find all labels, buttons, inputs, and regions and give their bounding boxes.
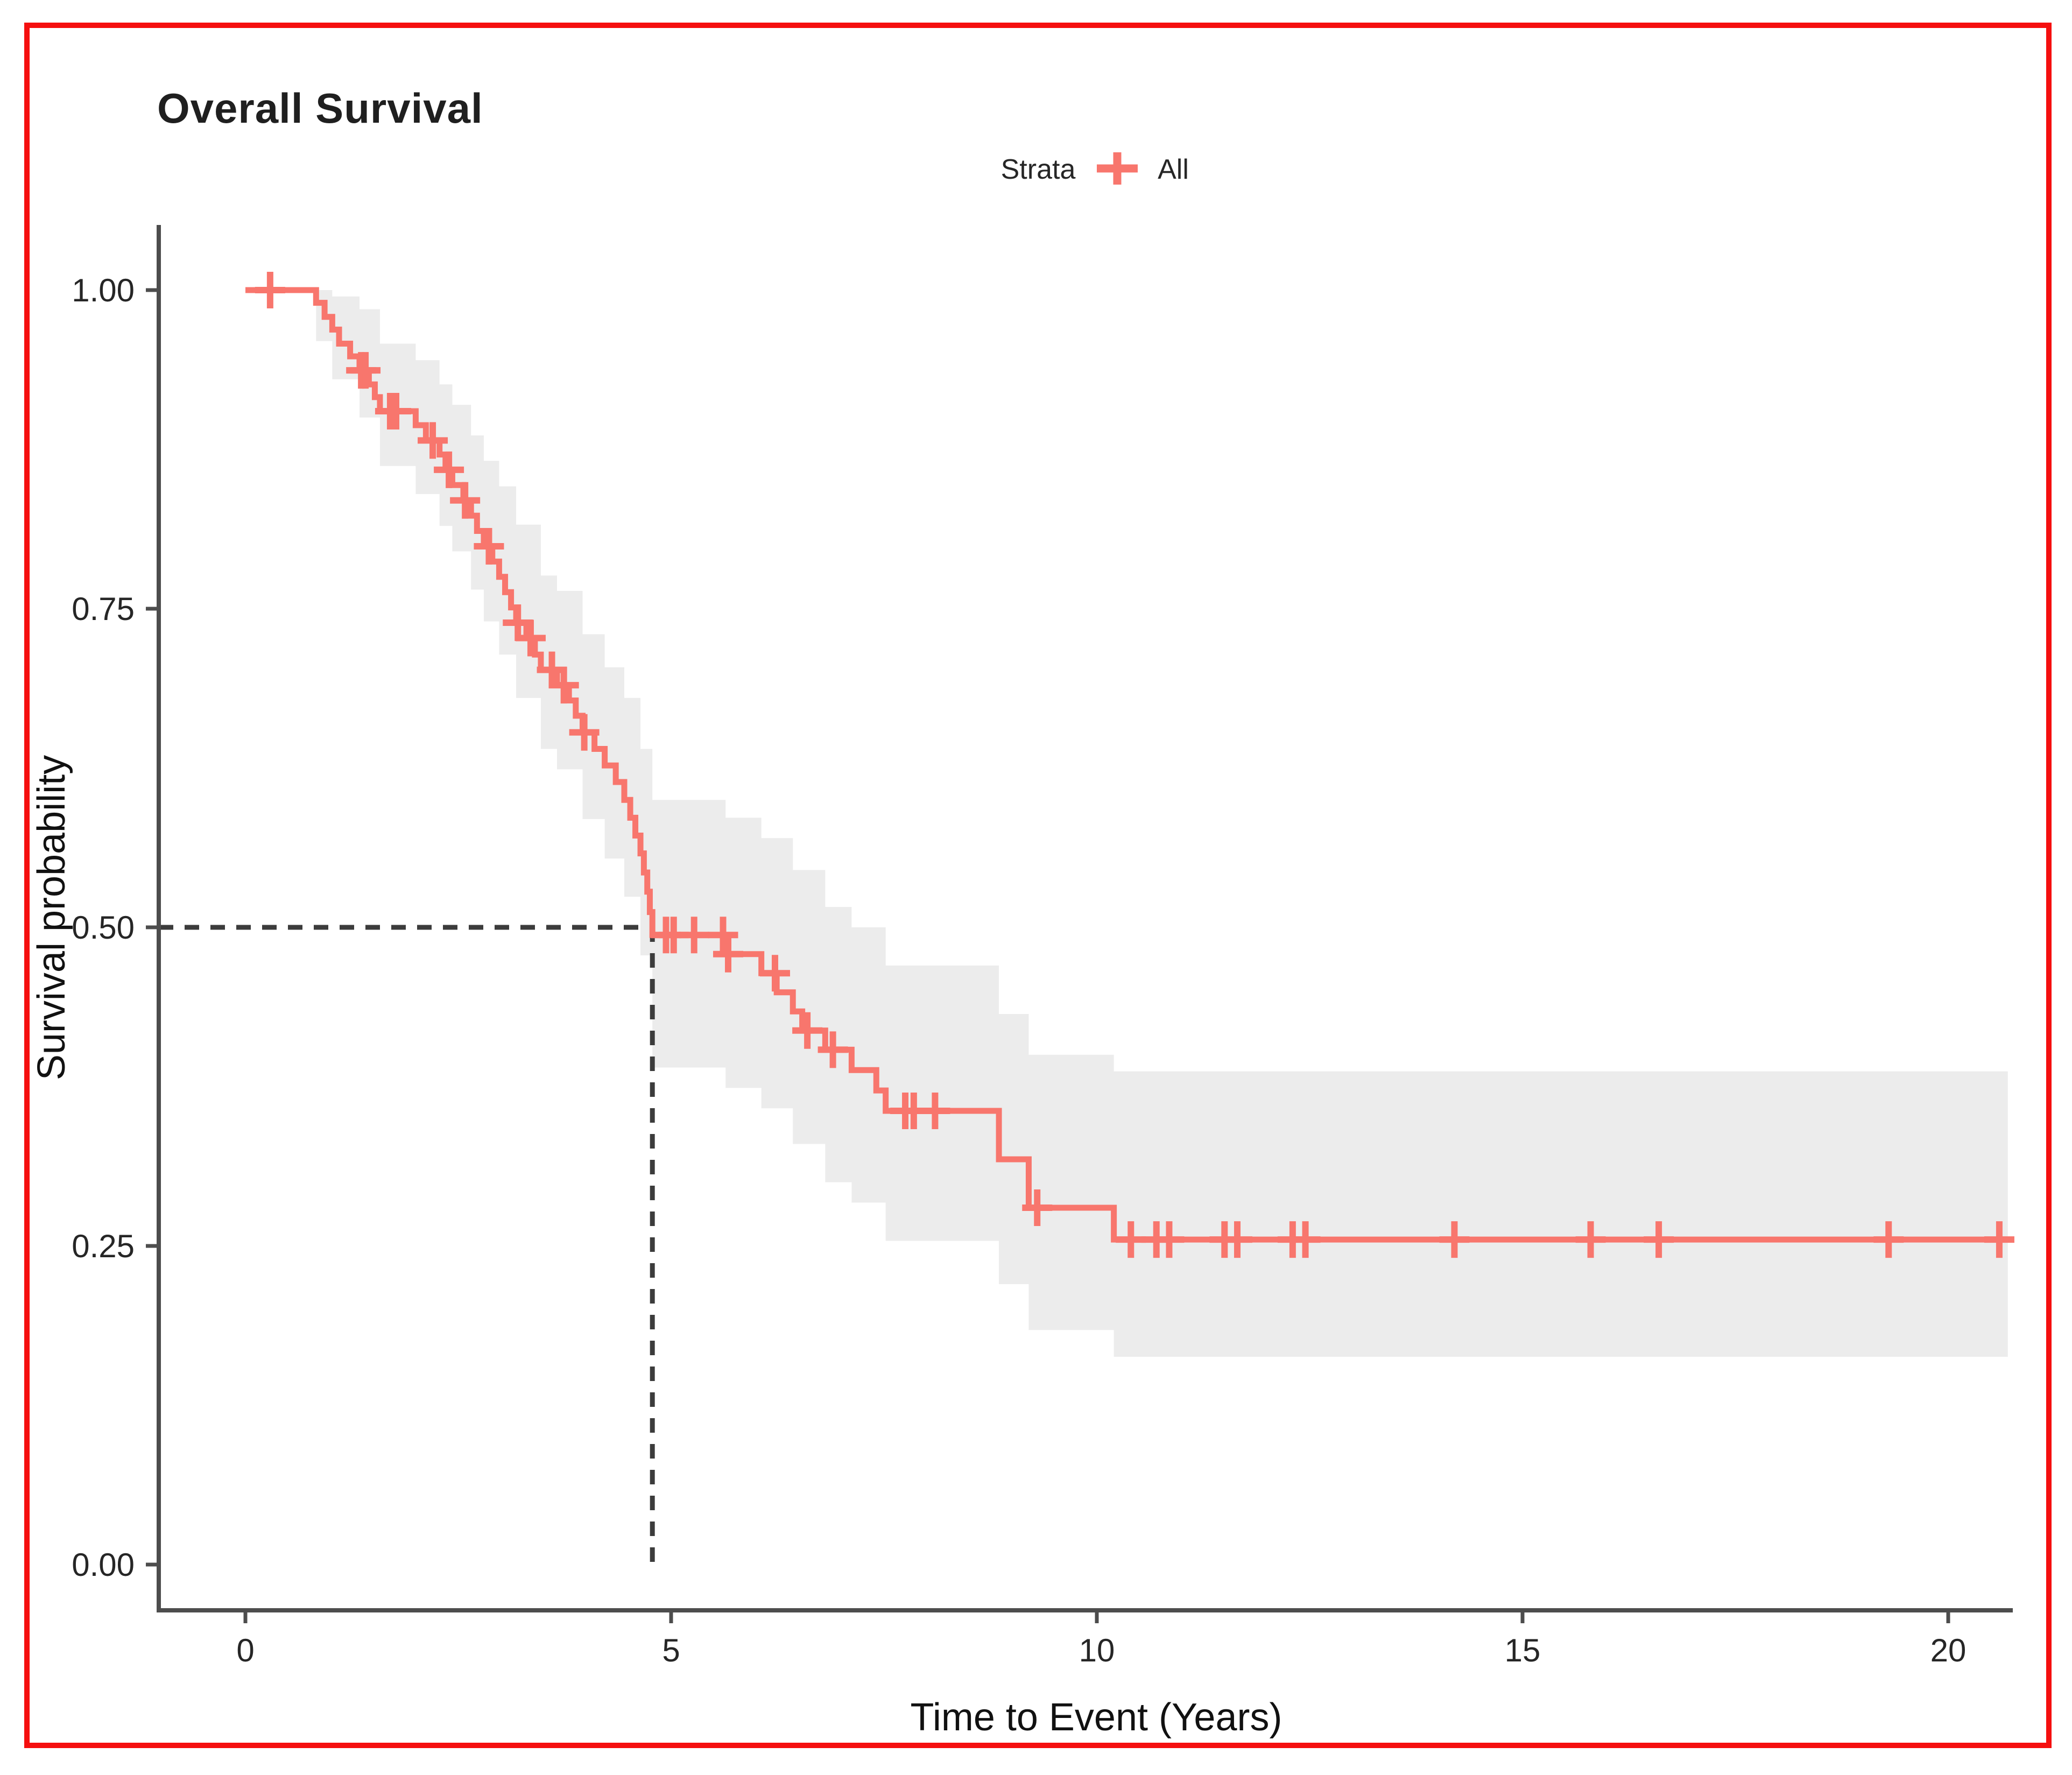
censor-mark <box>515 619 546 657</box>
censor-mark <box>1575 1221 1606 1258</box>
censor-mark <box>1644 1221 1674 1258</box>
x-tick-label: 20 <box>1930 1632 1967 1668</box>
censor-mark <box>474 527 504 565</box>
censor-mark <box>1116 1221 1146 1258</box>
legend-key-plus-icon <box>1097 152 1138 185</box>
censor-mark <box>255 272 285 308</box>
chart-title: Overall Survival <box>157 84 483 132</box>
x-tick-label: 10 <box>1079 1632 1115 1668</box>
censor-mark <box>450 482 481 519</box>
confidence-band <box>245 290 2008 1357</box>
legend-title: Strata <box>1001 154 1076 185</box>
confidence-band-layer <box>245 290 2008 1357</box>
censor-mark <box>1439 1221 1470 1258</box>
censor-mark <box>434 451 464 488</box>
censor-mark <box>1154 1221 1185 1258</box>
censor-mark <box>1222 1221 1253 1258</box>
y-tick-label: 0.75 <box>72 591 135 627</box>
censor-mark <box>1290 1221 1321 1258</box>
y-tick-label: 0.25 <box>72 1228 135 1264</box>
censor-mark <box>708 917 738 954</box>
legend-entry-label: All <box>1158 154 1189 185</box>
censor-mark <box>1022 1189 1053 1226</box>
x-tick-label: 15 <box>1505 1632 1541 1668</box>
censor-mark <box>569 714 600 751</box>
censor-mark <box>548 667 579 704</box>
censor-mark <box>713 935 743 973</box>
censor-mark <box>381 392 412 429</box>
censor-mark <box>1873 1221 1904 1258</box>
x-axis-title: Time to Event (Years) <box>911 1696 1282 1739</box>
censor-mark <box>679 917 709 954</box>
censor-mark <box>418 422 448 459</box>
legend: Strata All <box>1001 152 1189 185</box>
censor-mark <box>817 1031 848 1068</box>
censor-marks-layer <box>255 272 2014 1258</box>
censor-mark <box>792 1012 823 1049</box>
axes-layer: 0.00 0.25 0.50 0.75 1.00 0 5 10 15 20 <box>72 225 2013 1668</box>
censor-mark <box>920 1092 950 1129</box>
y-axis-title: Survival probability <box>30 755 73 1080</box>
x-tick-label: 0 <box>236 1632 254 1668</box>
y-tick-label: 1.00 <box>72 272 135 308</box>
censor-mark <box>1984 1221 2014 1258</box>
censor-mark <box>350 352 381 389</box>
median-lines-layer <box>159 925 655 1565</box>
y-tick-label: 0.00 <box>72 1547 135 1583</box>
censor-mark <box>760 955 791 992</box>
y-tick-label: 0.50 <box>72 910 135 946</box>
x-tick-label: 5 <box>662 1632 680 1668</box>
